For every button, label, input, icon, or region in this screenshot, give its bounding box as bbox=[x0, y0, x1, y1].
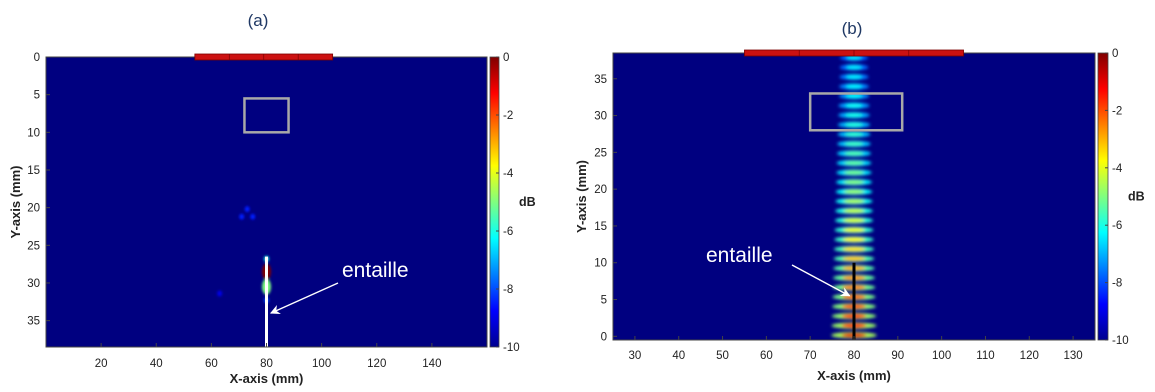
beam-fringe-core bbox=[843, 227, 865, 233]
hotspot-group bbox=[217, 206, 271, 304]
colorbar bbox=[489, 56, 500, 348]
x-tick-label: 60 bbox=[760, 350, 773, 362]
colorbar-tick-label: -4 bbox=[1112, 163, 1123, 175]
y-tick-label: 5 bbox=[601, 295, 607, 307]
beam-fringe-core bbox=[845, 93, 863, 99]
y-tick-label: 0 bbox=[601, 331, 607, 343]
x-tick-label: 30 bbox=[629, 350, 642, 362]
x-axis-label: X-axis (mm) bbox=[817, 368, 891, 383]
y-tick-label: 15 bbox=[594, 221, 607, 233]
x-axis-label: X-axis (mm) bbox=[230, 371, 304, 386]
beam-fringe-core bbox=[843, 189, 865, 195]
beam-fringe-core bbox=[845, 74, 863, 80]
beam-fringe-core bbox=[842, 246, 866, 252]
annotation-label: entaille bbox=[342, 259, 409, 282]
region-box bbox=[808, 92, 904, 132]
y-axis-label: Y-axis (mm) bbox=[8, 166, 23, 239]
beam-fringe-core bbox=[844, 160, 864, 166]
y-tick-label: 15 bbox=[27, 165, 40, 177]
hotspot bbox=[250, 213, 256, 220]
colorbar-tick-label: -2 bbox=[503, 110, 513, 122]
beam-fringe-core bbox=[843, 218, 865, 223]
beam-fringe-core bbox=[844, 179, 864, 185]
beam-fringe-core bbox=[844, 170, 864, 175]
x-tick-label: 20 bbox=[95, 358, 108, 370]
beam-fringe-core bbox=[843, 198, 865, 204]
y-tick-label: 10 bbox=[594, 258, 607, 270]
colorbar-tick-label: -10 bbox=[503, 342, 520, 354]
y-tick-label: 30 bbox=[594, 111, 607, 123]
colorbar-tick-label: -6 bbox=[1112, 220, 1122, 232]
beam-fringe-core bbox=[846, 55, 862, 61]
colorbar-tick-label: -2 bbox=[1112, 105, 1122, 117]
colorbar-tick-label: -6 bbox=[503, 226, 513, 238]
y-tick-label: 10 bbox=[27, 127, 40, 139]
y-tick-label: 20 bbox=[27, 203, 40, 215]
colorbar-tick-label: 0 bbox=[1112, 48, 1118, 60]
annotation-arrow bbox=[269, 282, 339, 314]
beam-fringe-core bbox=[844, 132, 864, 137]
colorbar-label: dB bbox=[1128, 190, 1145, 204]
beam-fringe-core bbox=[844, 141, 864, 147]
beam-fringe-core bbox=[842, 256, 866, 261]
x-tick-label: 100 bbox=[312, 358, 331, 370]
hotspot bbox=[217, 290, 223, 297]
x-tick-label: 110 bbox=[976, 350, 994, 362]
beam-fringe-core bbox=[844, 151, 864, 156]
colorbar-label: dB bbox=[519, 195, 536, 209]
x-tick-label: 40 bbox=[150, 358, 163, 370]
x-tick-label: 140 bbox=[422, 358, 441, 370]
colorbar-tick-label: -8 bbox=[1112, 278, 1122, 290]
x-tick-label: 80 bbox=[260, 358, 273, 370]
y-tick-label: 35 bbox=[594, 74, 607, 86]
y-tick-label: 30 bbox=[27, 278, 40, 290]
y-tick-label: 5 bbox=[34, 90, 40, 102]
x-tick-label: 80 bbox=[848, 350, 861, 362]
colorbar bbox=[1097, 52, 1109, 341]
beam-fringe-core bbox=[845, 103, 863, 108]
region-box bbox=[243, 97, 290, 134]
annotation-label: entaille bbox=[706, 244, 773, 267]
colorbar-tick-label: -4 bbox=[503, 168, 514, 180]
x-tick-label: 50 bbox=[716, 350, 729, 362]
beam-fringe-core bbox=[845, 112, 863, 118]
beam-fringe-core bbox=[843, 208, 865, 214]
hotspot bbox=[244, 206, 250, 213]
heatmap-content bbox=[808, 54, 904, 340]
x-tick-label: 70 bbox=[804, 350, 817, 362]
beam-fringe-core bbox=[845, 84, 863, 89]
hotspot bbox=[239, 213, 245, 220]
beam-fringe-core bbox=[845, 122, 863, 128]
x-tick-label: 60 bbox=[205, 358, 218, 370]
y-tick-label: 25 bbox=[27, 240, 40, 252]
colorbar-tick-label: 0 bbox=[503, 52, 509, 64]
x-tick-label: 130 bbox=[1063, 350, 1082, 362]
x-tick-label: 120 bbox=[367, 358, 386, 370]
colorbar-tick-label: -8 bbox=[503, 284, 513, 296]
x-tick-label: 90 bbox=[891, 350, 904, 362]
x-tick-label: 100 bbox=[932, 350, 951, 362]
y-tick-label: 20 bbox=[594, 184, 607, 196]
annotation-arrow bbox=[791, 264, 851, 297]
y-tick-label: 35 bbox=[27, 316, 40, 328]
colorbar-tick-label: -10 bbox=[1112, 335, 1129, 347]
y-tick-label: 0 bbox=[34, 52, 40, 64]
beam-fringe-core bbox=[843, 237, 865, 242]
beam-fringe-core bbox=[846, 65, 862, 70]
y-tick-label: 25 bbox=[594, 147, 607, 159]
panel-title: (a) bbox=[248, 11, 269, 30]
x-tick-label: 40 bbox=[672, 350, 685, 362]
heatmap-content bbox=[217, 97, 290, 347]
panel-a: 20 40 60 80 100 120 140 0 5 10 15 20 25 30 35 X-axis (m… bbox=[8, 11, 536, 386]
y-axis-label: Y-axis (mm) bbox=[574, 160, 589, 233]
x-tick-label: 120 bbox=[1020, 350, 1039, 362]
panel-b: 30 40 50 60 70 80 90 100 110 120 130 0 5 10 15 20 25 30 35… bbox=[574, 19, 1145, 383]
panel-title: (b) bbox=[842, 19, 863, 38]
